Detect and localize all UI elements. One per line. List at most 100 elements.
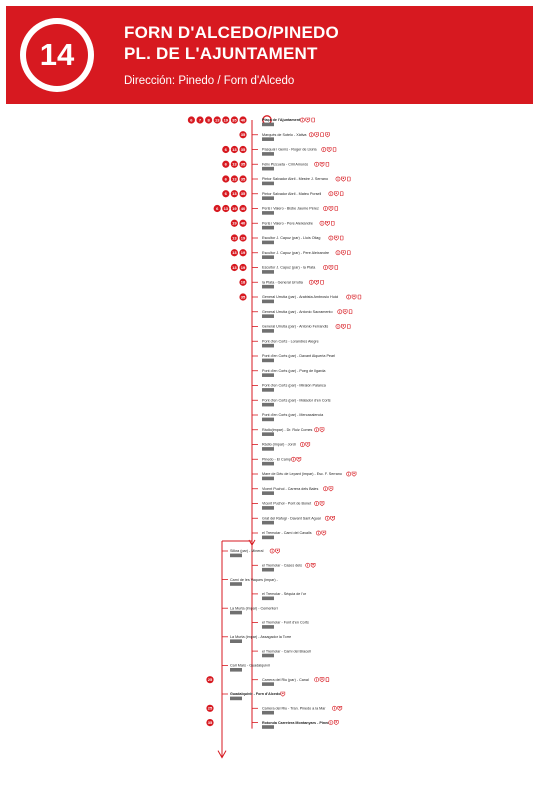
stop-name: Pintor Salvador Abril - Mateu Porsell (262, 192, 321, 196)
stop-4-line-13-badge[interactable] (230, 175, 238, 183)
stop-code-box (262, 567, 274, 572)
info-icon-dot (316, 162, 317, 164)
metro-icon (342, 309, 348, 315)
stop-code-box (262, 535, 274, 540)
stop-12-line-35-badge[interactable] (239, 293, 247, 301)
stop-2-line-13-badge[interactable] (230, 145, 238, 154)
stop-name: Grat del Rafugi - Davant Sant Aguai (262, 516, 321, 520)
stop-name: Pont d'en Corts (par) - Matador d'en Cor… (262, 398, 331, 402)
info-icon-dot (323, 147, 325, 149)
info-icon-dot (316, 678, 317, 679)
branch-11-line-25-badge[interactable] (206, 704, 214, 712)
stop-name: Camí de les Vaques (impar) - (230, 578, 279, 582)
stop-8-line-19-badge[interactable] (239, 234, 247, 242)
info-icon-dot (325, 206, 326, 208)
metro-icon-dot (307, 118, 309, 121)
bus-icon (348, 309, 353, 315)
stop-6-line-40-badge[interactable] (239, 204, 247, 213)
stop-7-line-19-badge[interactable] (230, 219, 238, 227)
bus-icon (325, 677, 330, 683)
info-icon-dot (348, 472, 350, 474)
stop-10-line-19-badge[interactable] (239, 263, 247, 272)
metro-icon-dot (276, 549, 279, 552)
stop-10-line-13-badge[interactable] (230, 263, 238, 272)
line-number: 6 (225, 191, 228, 196)
stop-9-line-19-badge[interactable] (239, 249, 247, 257)
stop-0-line-7-badge[interactable] (196, 116, 204, 124)
stop-code-box (262, 240, 274, 245)
info-icon-stem (325, 488, 326, 490)
stop-0-line-35-badge[interactable] (230, 116, 238, 124)
branch-9-line-25-badge[interactable] (206, 676, 214, 684)
metro-icon (351, 471, 357, 477)
info-icon-stem (302, 443, 303, 446)
line-number: 6 (225, 147, 228, 152)
stop-code-box (262, 476, 274, 481)
stop-2-line-35-badge[interactable] (239, 145, 247, 154)
stop-9-line-13-badge[interactable] (230, 249, 238, 257)
bus-icon (311, 117, 315, 123)
stop-3-line-6-badge[interactable] (222, 160, 230, 168)
metro-icon (333, 720, 339, 726)
metro-icon-dot (330, 207, 332, 209)
stop-0-line-8-badge[interactable] (205, 116, 213, 124)
stop-4-line-35-badge[interactable] (239, 175, 247, 183)
stop-code-box (262, 211, 274, 215)
stop-code-box (230, 610, 242, 615)
metro-icon (319, 161, 325, 167)
stop-code-box (262, 329, 274, 333)
stop-3-line-35-badge[interactable] (239, 160, 247, 168)
stop-0-line-19-badge[interactable] (222, 116, 230, 124)
metro-icon-dot (353, 472, 355, 475)
stop-code-box (262, 461, 274, 466)
bus-icon (347, 176, 351, 182)
stop-code-box (262, 682, 274, 686)
info-icon-dot (302, 118, 303, 120)
stop-name: General Urrutia (par) - Antonio Ferrandi… (262, 325, 328, 329)
info-icon-stem (348, 296, 349, 299)
stop-6-line-19-badge[interactable] (230, 204, 238, 213)
stop-name: Ràdio(impar) - Dr. Ruiz Comes (262, 428, 313, 432)
stop-code-box (262, 417, 274, 422)
stop-0-line-13-badge[interactable] (213, 116, 221, 124)
stop-name: Escultor J. Capuz (par) - Lluís Oliag (262, 236, 320, 240)
info-icon-stem (316, 502, 317, 505)
line-number: 13 (232, 235, 237, 240)
metro-icon (333, 235, 339, 241)
stop-0-line-40-badge[interactable] (239, 116, 247, 124)
info-icon-dot (337, 251, 339, 252)
stop-5-line-35-badge[interactable] (239, 190, 247, 198)
bus-icon (339, 235, 344, 241)
stop-11-line-18-badge[interactable] (239, 278, 247, 286)
line-number: 35 (208, 720, 213, 725)
stop-code-box (230, 582, 242, 586)
stop-code-box (262, 520, 274, 525)
direction-arrow-left (217, 750, 227, 759)
stop-7-line-40-badge[interactable] (239, 219, 247, 227)
stop-name: Carrera del Riu (par) - Canal (262, 678, 309, 682)
bus-icon (347, 250, 351, 256)
stop-code-box (262, 181, 274, 186)
stop-4-line-6-badge[interactable] (222, 175, 230, 183)
stop-8-line-13-badge[interactable] (230, 234, 238, 242)
info-icon-dot (337, 177, 339, 179)
stop-5-line-6-badge[interactable] (222, 190, 230, 198)
branch-12-line-35-badge[interactable] (206, 719, 214, 727)
info-icon-stem (327, 517, 328, 520)
stop-3-line-13-badge[interactable] (230, 160, 238, 168)
stop-name: La Murta (impar) - Cementeri (230, 606, 278, 610)
stop-6-line-13-badge[interactable] (222, 204, 230, 213)
stop-6-line-6-badge[interactable] (213, 204, 221, 213)
line-number: 35 (241, 162, 246, 167)
stop-0-line-6-badge[interactable] (187, 116, 195, 124)
stop-2-line-6-badge[interactable] (222, 145, 230, 154)
stop-code-box (262, 166, 274, 171)
info-icon-dot (307, 563, 309, 565)
info-icon-stem (337, 252, 339, 254)
line-number: 40 (241, 117, 246, 122)
stop-1-line-35-badge[interactable] (239, 131, 247, 139)
info-icon-dot (326, 516, 328, 518)
stop-code-box (262, 625, 274, 629)
stop-name: Ràdio (impar) - Jordi (262, 443, 296, 447)
stop-5-line-13-badge[interactable] (230, 190, 238, 198)
